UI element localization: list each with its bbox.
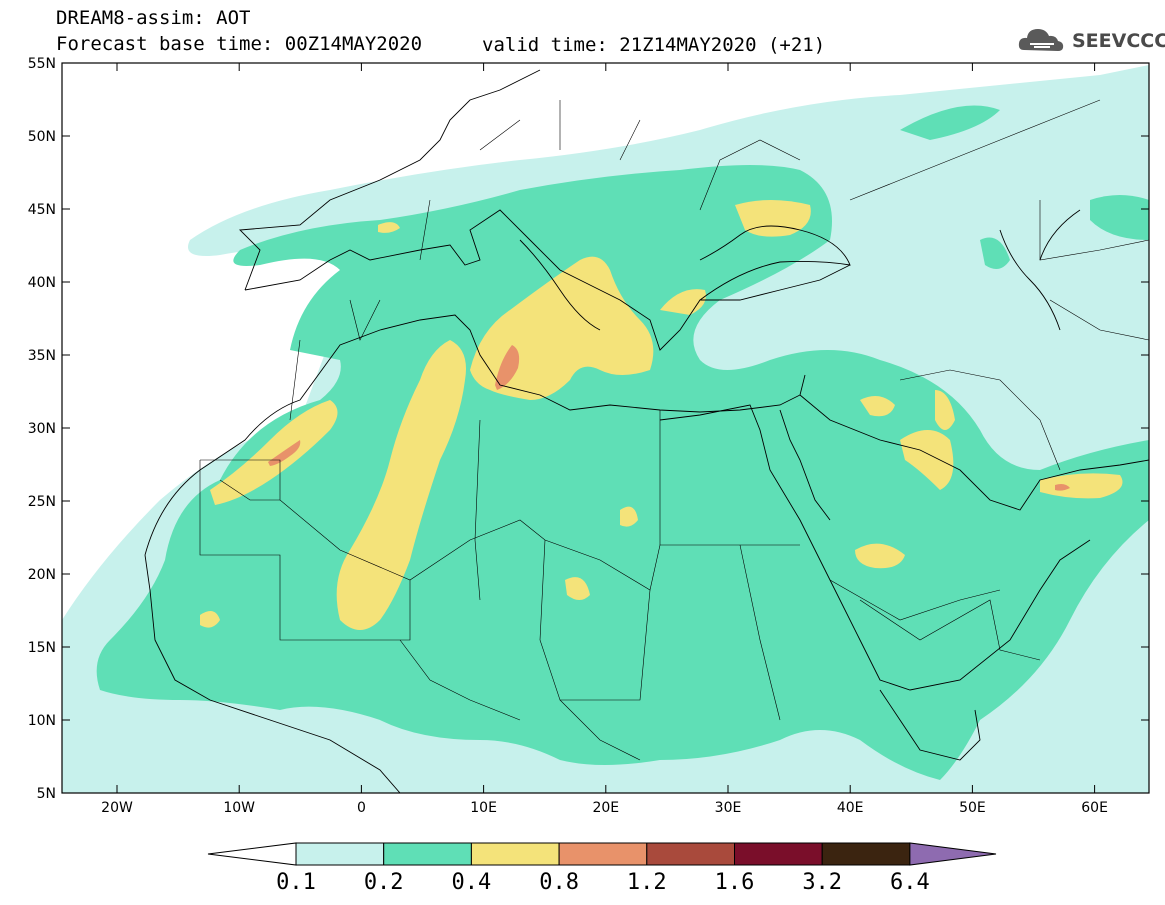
lon-label: 20W (101, 800, 133, 816)
colorbar-swatch (295, 842, 385, 866)
colorbar-label: 6.4 (890, 870, 930, 895)
colorbar-label: 0.2 (363, 870, 404, 895)
lat-label: 50N (28, 129, 56, 145)
colorbar-label: 0.4 (451, 870, 492, 895)
lat-label: 40N (28, 275, 56, 291)
lon-label: 30E (715, 800, 742, 816)
lon-label: 10E (470, 800, 497, 816)
lat-label: 15N (28, 640, 56, 656)
lat-label: 30N (28, 421, 56, 437)
lat-label: 5N (37, 786, 56, 802)
colorbar (207, 842, 997, 866)
colorbar-label: 3.2 (802, 870, 843, 895)
colorbar-swatch (821, 842, 911, 866)
colorbar-swatch (646, 842, 735, 866)
lon-label: 0 (357, 800, 366, 816)
colorbar-swatch (558, 842, 648, 866)
lat-label: 35N (28, 348, 56, 364)
lat-label: 45N (28, 202, 56, 218)
colorbar-swatch (734, 842, 823, 866)
lat-label: 20N (28, 567, 56, 583)
forecast-base-time: Forecast base time: 00Z14MAY2020 (56, 33, 423, 55)
lon-label: 20E (592, 800, 619, 816)
colorbar-label: 1.2 (626, 870, 667, 895)
lon-label: 50E (959, 800, 986, 816)
colorbar-swatch (383, 842, 472, 866)
aot-level-0.8 (268, 345, 1070, 491)
cloud-icon (1018, 29, 1064, 51)
lon-label: 40E (837, 800, 864, 816)
valid-time: valid time: 21Z14MAY2020 (+21) (482, 34, 826, 56)
colorbar-label: 1.6 (714, 870, 755, 895)
lat-label: 10N (28, 713, 56, 729)
borders (199, 99, 1149, 761)
colorbar-max-arrow (909, 842, 997, 866)
colorbar-swatch (470, 842, 560, 866)
lon-label: 10W (223, 800, 255, 816)
lat-label: 25N (28, 494, 56, 510)
colorbar-label: 0.1 (276, 870, 316, 895)
lat-label: 55N (28, 56, 56, 72)
coastlines (62, 69, 1149, 793)
colorbar-min-arrow (207, 842, 297, 866)
map-axes: 55N 50N 45N 40N 35N 30N 25N 20N 15N 10N 5N 20W 10W 0 1… (28, 56, 1149, 816)
map-title: DREAM8-assim: AOT (56, 7, 251, 29)
aot-field (62, 65, 1149, 793)
colorbar-label: 0.8 (539, 870, 579, 895)
logo-text: SEEVCCC (1072, 30, 1165, 52)
lon-label: 60E (1081, 800, 1108, 816)
